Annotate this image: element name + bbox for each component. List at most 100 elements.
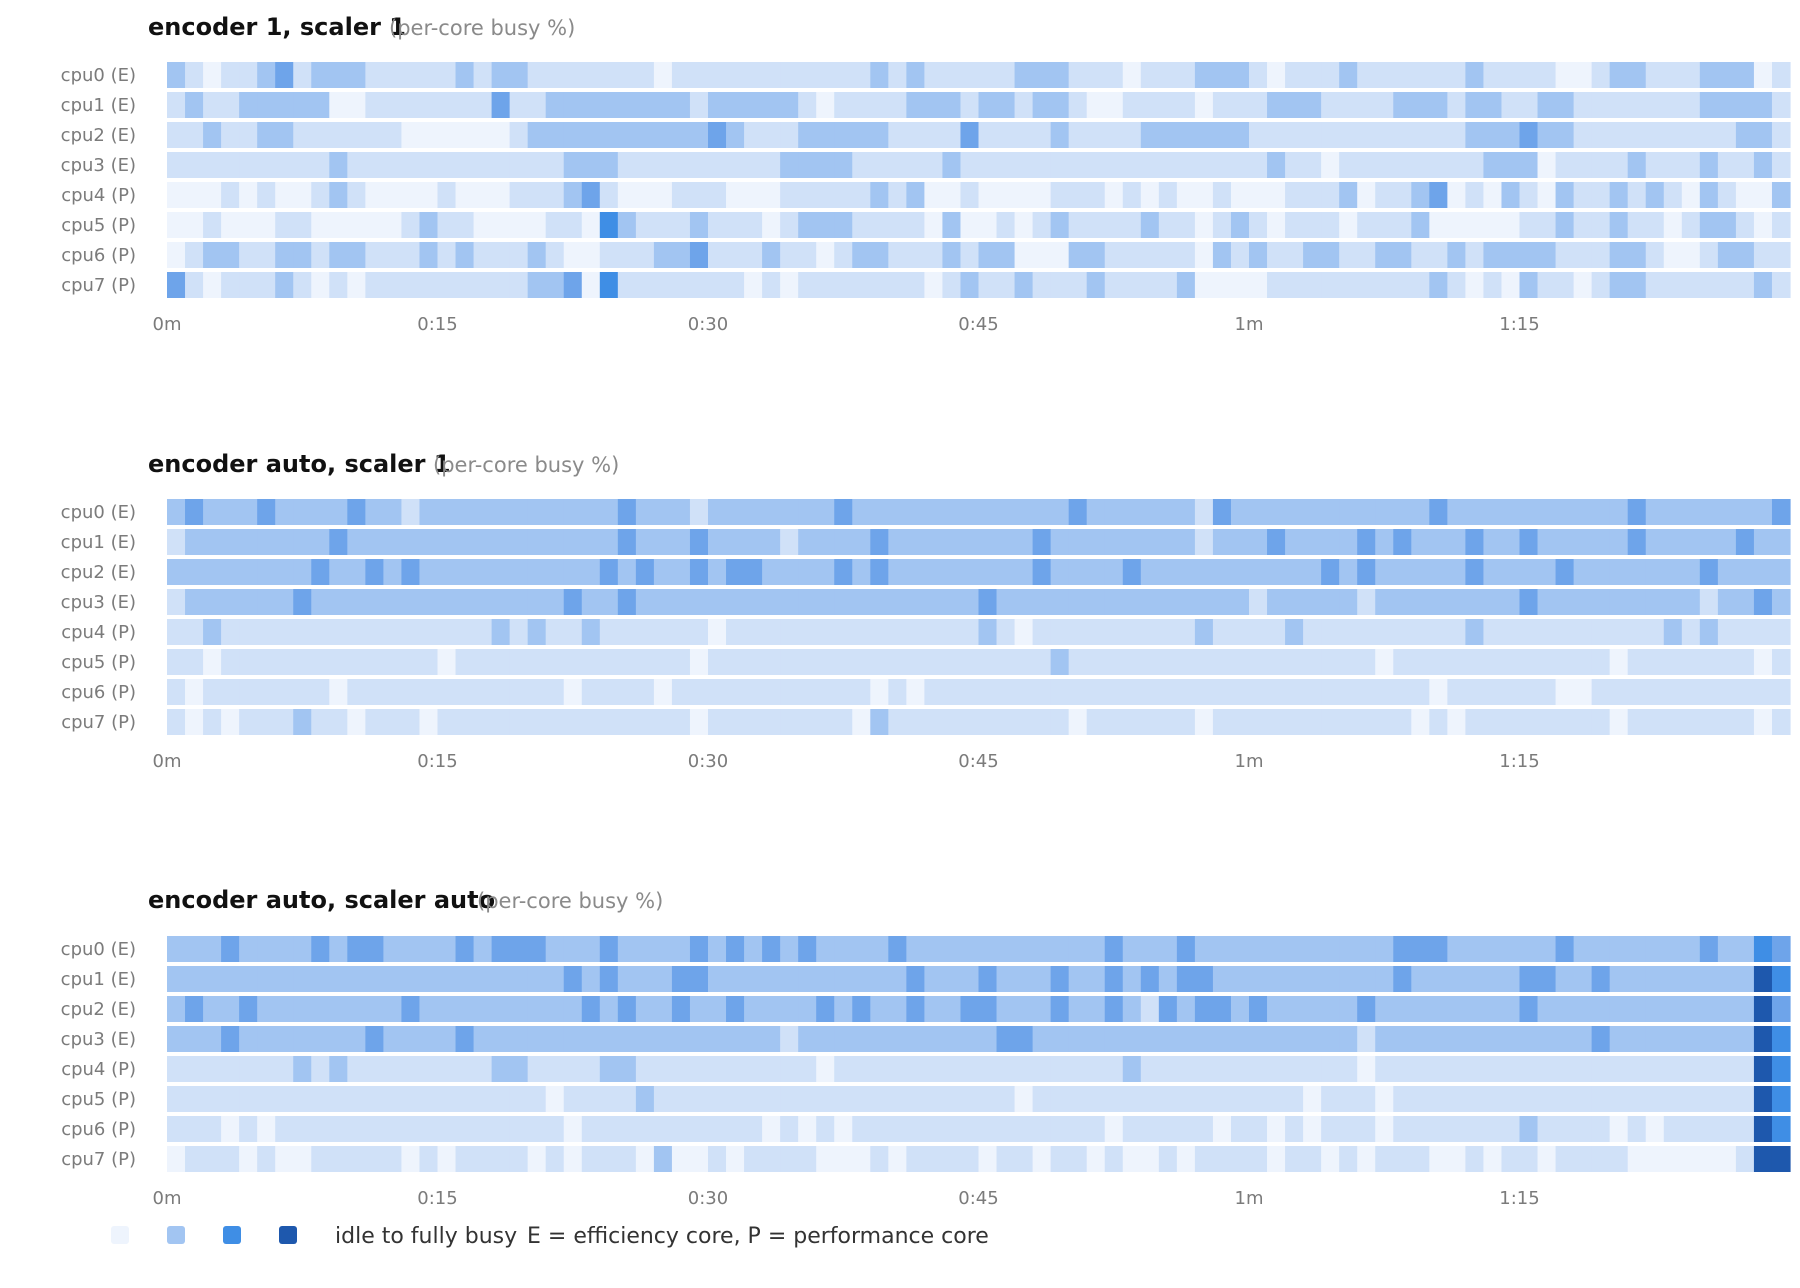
heatmap-cell bbox=[1663, 559, 1683, 585]
heatmap-cell bbox=[924, 272, 944, 298]
heatmap-cell bbox=[1357, 212, 1376, 238]
heatmap-cell bbox=[1032, 936, 1052, 962]
heatmap-cell bbox=[1591, 936, 1611, 962]
heatmap-cell bbox=[653, 589, 673, 615]
heatmap-cell bbox=[1447, 1146, 1466, 1172]
heatmap-cell bbox=[653, 152, 673, 178]
heatmap-cell bbox=[1555, 499, 1575, 525]
heatmap-cell bbox=[437, 1056, 457, 1082]
heatmap-cell bbox=[870, 1056, 889, 1082]
heatmap-cell bbox=[1267, 709, 1286, 735]
heatmap-cell bbox=[1357, 272, 1376, 298]
heatmap-cell bbox=[617, 1026, 637, 1052]
heatmap-cell bbox=[185, 182, 204, 208]
heatmap-cell bbox=[1411, 242, 1430, 268]
heatmap-cell bbox=[906, 212, 925, 238]
heatmap-cell bbox=[1555, 272, 1575, 298]
heatmap-cell bbox=[1104, 559, 1124, 585]
heatmap-cell bbox=[653, 529, 673, 555]
heatmap-cell bbox=[1699, 996, 1719, 1022]
heatmap-cell bbox=[1357, 1086, 1376, 1112]
heatmap-cell bbox=[1537, 272, 1557, 298]
heatmap-cell bbox=[167, 1146, 186, 1172]
heatmap-cell bbox=[653, 1086, 673, 1112]
heatmap-cell bbox=[1122, 92, 1142, 118]
heatmap-cell bbox=[852, 1116, 871, 1142]
heatmap-cell bbox=[1501, 559, 1521, 585]
heatmap-cell bbox=[563, 1026, 583, 1052]
heatmap-cell bbox=[1591, 1116, 1611, 1142]
heatmap-cell bbox=[257, 122, 276, 148]
heatmap-cell bbox=[527, 936, 547, 962]
heatmap-cell bbox=[581, 1086, 601, 1112]
heatmap-cell bbox=[1321, 182, 1340, 208]
heatmap-cell bbox=[1699, 529, 1719, 555]
heatmap-cell bbox=[1321, 92, 1340, 118]
heatmap-cell bbox=[1014, 1086, 1034, 1112]
heatmap-cell bbox=[888, 679, 907, 705]
heatmap-cell bbox=[888, 62, 907, 88]
heatmap-cell bbox=[798, 589, 817, 615]
heatmap-cell bbox=[996, 152, 1016, 178]
heatmap-cell bbox=[1357, 589, 1376, 615]
heatmap-cell bbox=[1501, 272, 1521, 298]
heatmap-cell bbox=[419, 182, 439, 208]
heatmap-cell bbox=[816, 242, 835, 268]
heatmap-cell bbox=[1321, 62, 1340, 88]
heatmap-cell bbox=[311, 62, 330, 88]
heatmap-cell bbox=[329, 966, 348, 992]
heatmap-cell bbox=[419, 619, 439, 645]
heatmap-cell bbox=[473, 92, 493, 118]
heatmap-cell bbox=[1375, 529, 1394, 555]
heatmap-cell bbox=[185, 619, 204, 645]
heatmap-cell bbox=[599, 272, 619, 298]
heatmap-cell bbox=[1375, 1146, 1394, 1172]
heatmap-cell bbox=[1717, 152, 1737, 178]
heatmap-cell bbox=[527, 1026, 547, 1052]
heatmap-cell bbox=[1375, 1056, 1394, 1082]
heatmap-cell bbox=[293, 529, 312, 555]
heatmap-cell bbox=[347, 936, 366, 962]
panel-subtitle: (per-core busy %) bbox=[389, 16, 575, 40]
heatmap-cell bbox=[852, 966, 871, 992]
heatmap-cell bbox=[1212, 529, 1232, 555]
heatmap-cell bbox=[329, 182, 348, 208]
heatmap-cell bbox=[329, 152, 348, 178]
heatmap-cell bbox=[996, 679, 1016, 705]
heatmap-cell bbox=[1140, 559, 1160, 585]
heatmap-cell bbox=[167, 1116, 186, 1142]
heatmap-cell bbox=[744, 1146, 763, 1172]
heatmap-cell bbox=[1086, 1146, 1106, 1172]
heatmap-cell bbox=[1357, 936, 1376, 962]
heatmap-cell bbox=[1681, 966, 1701, 992]
heatmap-cell bbox=[1194, 589, 1214, 615]
heatmap-cell bbox=[1122, 679, 1142, 705]
heatmap-cell bbox=[617, 212, 637, 238]
heatmap-cell bbox=[762, 1086, 781, 1112]
heatmap-cell bbox=[1176, 589, 1196, 615]
heatmap-cell bbox=[653, 182, 673, 208]
heatmap-cell bbox=[311, 709, 330, 735]
heatmap-cell bbox=[1303, 559, 1322, 585]
heatmap-cell bbox=[1645, 679, 1665, 705]
heatmap-cell bbox=[1357, 1146, 1376, 1172]
heatmap-cell bbox=[960, 966, 980, 992]
heatmap-cell bbox=[1501, 1116, 1521, 1142]
heatmap-cell bbox=[347, 1056, 366, 1082]
heatmap-cell bbox=[473, 1086, 493, 1112]
heatmap-cell bbox=[437, 212, 457, 238]
heatmap-cell bbox=[1086, 212, 1106, 238]
heatmap-cell bbox=[527, 679, 547, 705]
panel-title: encoder auto, scaler auto bbox=[148, 886, 495, 914]
heatmap-cell bbox=[1357, 1116, 1376, 1142]
heatmap-cell bbox=[491, 1116, 511, 1142]
heatmap-cell bbox=[239, 679, 258, 705]
heatmap-cell bbox=[762, 529, 781, 555]
heatmap-cell bbox=[960, 272, 980, 298]
heatmap-cell bbox=[1375, 1116, 1394, 1142]
heatmap-cell bbox=[1230, 619, 1250, 645]
heatmap-cell bbox=[1627, 966, 1647, 992]
heatmap-cell bbox=[1375, 1086, 1394, 1112]
heatmap-cell bbox=[852, 1146, 871, 1172]
heatmap-cell bbox=[401, 272, 421, 298]
